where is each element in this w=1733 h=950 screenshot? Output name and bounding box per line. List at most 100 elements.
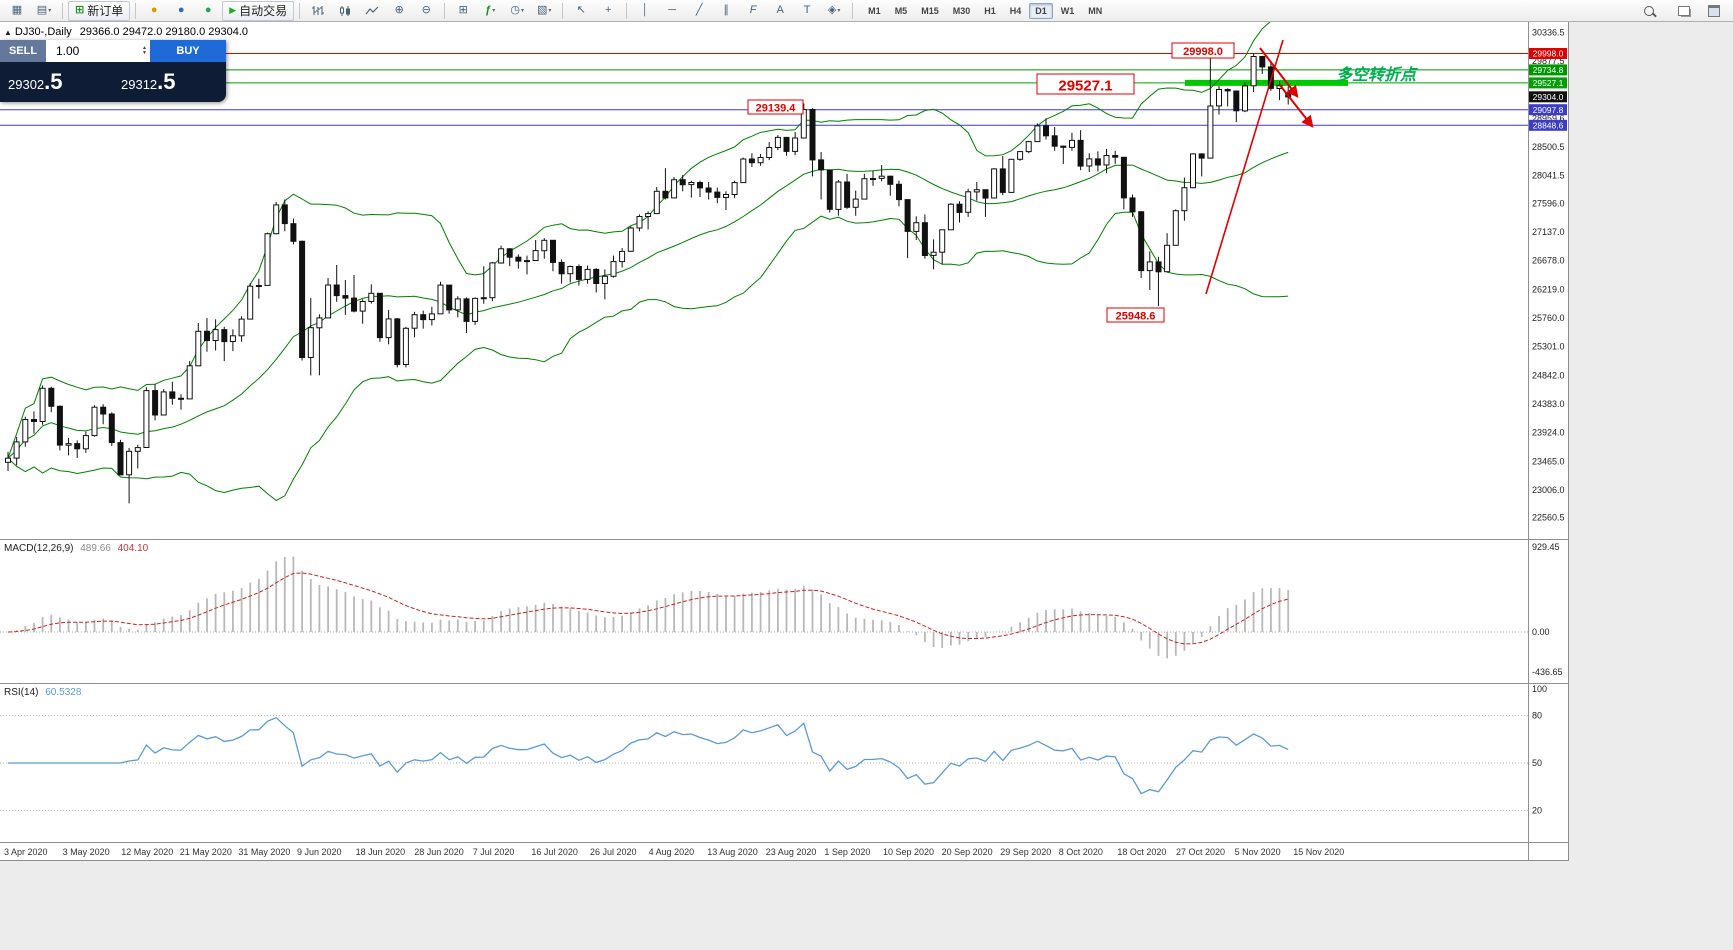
main-toolbar: ▦ ▤ ▾ ⊞ 新订单 ● ● ● ▶ 自动交易 ⊕ ⊖ ⊞ ƒ ▾ ◷ ▾ ▧ ▾ ↖ +…: [0, 0, 1733, 22]
price-callouts[interactable]: 29998.0 29527.1 29139.4 25948.6: [747, 42, 1235, 323]
timeframe-M1[interactable]: M1: [868, 5, 881, 16]
profiles-button[interactable]: ▤ ▾: [31, 1, 57, 21]
toolbar-separator: [852, 2, 854, 19]
svg-text:4 Aug 2020: 4 Aug 2020: [649, 847, 695, 857]
svg-text:20: 20: [1532, 805, 1542, 815]
svg-text:5 Nov 2020: 5 Nov 2020: [1235, 847, 1281, 857]
indicators-button[interactable]: ƒ ▾: [477, 1, 503, 21]
annotation-note[interactable]: 多空转折点: [1336, 66, 1418, 84]
signals-button[interactable]: ●: [168, 1, 194, 21]
svg-text:23 Aug 2020: 23 Aug 2020: [766, 847, 817, 857]
svg-text:9 Jun 2020: 9 Jun 2020: [297, 847, 342, 857]
svg-text:29877.5: 29877.5: [1532, 56, 1565, 66]
timeframe-W1[interactable]: W1: [1060, 5, 1075, 16]
volume-value: 1.00: [56, 44, 80, 58]
spinner-down-icon[interactable]: ▼: [142, 50, 147, 56]
new-order-label: 新订单: [87, 4, 124, 18]
trendline-icon: ╱: [695, 4, 703, 16]
macd-pane: 929.45 0.00 -436.65: [0, 542, 1563, 677]
svg-text:多空转折点: 多空转折点: [1336, 66, 1418, 84]
text-tool-button[interactable]: A: [767, 1, 793, 21]
search-button[interactable]: [1636, 1, 1662, 21]
channel-button[interactable]: ∥: [713, 1, 739, 21]
svg-text:929.45: 929.45: [1532, 542, 1560, 552]
trade-panel-toggle-icon[interactable]: ▲: [4, 28, 12, 37]
volume-field[interactable]: 1.00 ▲ ▼: [46, 40, 150, 62]
toolbar-separator: [62, 2, 63, 19]
shapes-icon: ◈: [827, 4, 837, 16]
community-icon: ●: [204, 4, 212, 16]
timeframe-M5[interactable]: M5: [894, 5, 908, 16]
search-icon: [1644, 5, 1654, 16]
fibonacci-button[interactable]: F: [740, 1, 766, 21]
zoom-out-button[interactable]: ⊖: [413, 1, 439, 21]
toolbar-options-button[interactable]: [1701, 1, 1727, 21]
horizontal-line-button[interactable]: ─: [659, 1, 685, 21]
timeframe-H4[interactable]: H4: [1009, 5, 1022, 16]
cursor-button[interactable]: ↖: [568, 1, 594, 21]
timeframe-M30[interactable]: M30: [952, 5, 971, 16]
time-axis: 3 Apr 2020 3 May 2020 12 May 2020 21 May 20…: [4, 847, 1344, 857]
chevron-down-icon: ▾: [520, 8, 524, 14]
macd-main-value: 489.66: [80, 543, 111, 554]
svg-text:18 Oct 2020: 18 Oct 2020: [1117, 847, 1166, 857]
svg-text:3 May 2020: 3 May 2020: [63, 847, 110, 857]
buy-price[interactable]: 29312.5: [121, 69, 176, 94]
svg-text:8 Oct 2020: 8 Oct 2020: [1059, 847, 1103, 857]
sell-price[interactable]: 29302.5: [8, 69, 63, 94]
text-tool-icon: A: [776, 4, 784, 16]
tile-windows-icon: ⊞: [458, 4, 468, 16]
tile-windows-button[interactable]: ⊞: [450, 1, 476, 21]
rsi-pane: 100 80 50 20: [0, 684, 1547, 815]
buy-button[interactable]: BUY: [150, 40, 226, 62]
svg-text:21 May 2020: 21 May 2020: [180, 847, 232, 857]
templates-button[interactable]: ▧ ▾: [531, 1, 557, 21]
svg-text:7 Jul 2020: 7 Jul 2020: [473, 847, 515, 857]
svg-text:29 Sep 2020: 29 Sep 2020: [1000, 847, 1051, 857]
timeframe-MN[interactable]: MN: [1088, 5, 1103, 16]
svg-text:24383.0: 24383.0: [1532, 399, 1565, 409]
price-chart-canvas[interactable]: 29998.0 29527.1 29139.4 25948.6 多空转折点 30336.5…: [0, 22, 1568, 860]
timeframe-D1[interactable]: D1: [1029, 2, 1053, 19]
label-tool-button[interactable]: T: [794, 1, 820, 21]
svg-text:100: 100: [1532, 684, 1547, 694]
bar-chart-button[interactable]: [305, 1, 331, 21]
crosshair-button[interactable]: +: [595, 1, 621, 21]
signals-icon: ●: [177, 4, 185, 16]
shapes-button[interactable]: ◈ ▾: [821, 1, 847, 21]
svg-text:-436.65: -436.65: [1532, 667, 1563, 677]
svg-text:80: 80: [1532, 711, 1542, 721]
volume-spinner[interactable]: ▲ ▼: [142, 46, 147, 56]
zoom-out-icon: ⊖: [421, 4, 431, 16]
svg-text:29139.4: 29139.4: [756, 103, 797, 115]
chart-window: 29998.0 29527.1 29139.4 25948.6 多空转折点 30336.5…: [0, 22, 1569, 861]
candles-layer: [5, 53, 1292, 504]
timeframe-H1[interactable]: H1: [984, 5, 996, 16]
periods-button[interactable]: ◷ ▾: [504, 1, 530, 21]
svg-text:25948.6: 25948.6: [1116, 311, 1156, 323]
fibonacci-icon: F: [749, 4, 757, 16]
spinner-up-icon[interactable]: ▲: [142, 45, 147, 51]
svg-text:29304.0: 29304.0: [1533, 92, 1564, 102]
new-order-button[interactable]: ⊞ 新订单: [68, 0, 131, 21]
svg-text:28 Jun 2020: 28 Jun 2020: [414, 847, 464, 857]
horizontal-lines[interactable]: [0, 53, 1528, 126]
bollinger-middle-band: [7, 151, 1289, 459]
vertical-line-button[interactable]: │: [632, 1, 658, 21]
svg-text:1 Sep 2020: 1 Sep 2020: [824, 847, 870, 857]
candlestick-chart-button[interactable]: [332, 1, 358, 21]
community-button[interactable]: ●: [195, 1, 221, 21]
svg-text:31 May 2020: 31 May 2020: [238, 847, 290, 857]
autotrade-button[interactable]: ▶ 自动交易: [222, 0, 295, 21]
timeframe-M15[interactable]: M15: [921, 5, 939, 16]
macd-label: MACD(12,26,9) 489.66 404.10: [4, 543, 148, 554]
trendline-button[interactable]: ╱: [686, 1, 712, 21]
line-chart-button[interactable]: [359, 1, 385, 21]
svg-text:24842.0: 24842.0: [1532, 370, 1565, 380]
trend-annotations[interactable]: [1205, 39, 1314, 295]
market-button[interactable]: ●: [141, 1, 167, 21]
zoom-in-button[interactable]: ⊕: [386, 1, 412, 21]
sell-button[interactable]: SELL: [0, 40, 46, 62]
arrange-windows-button[interactable]: [1671, 1, 1697, 21]
new-chart-button[interactable]: ▦: [4, 1, 30, 21]
